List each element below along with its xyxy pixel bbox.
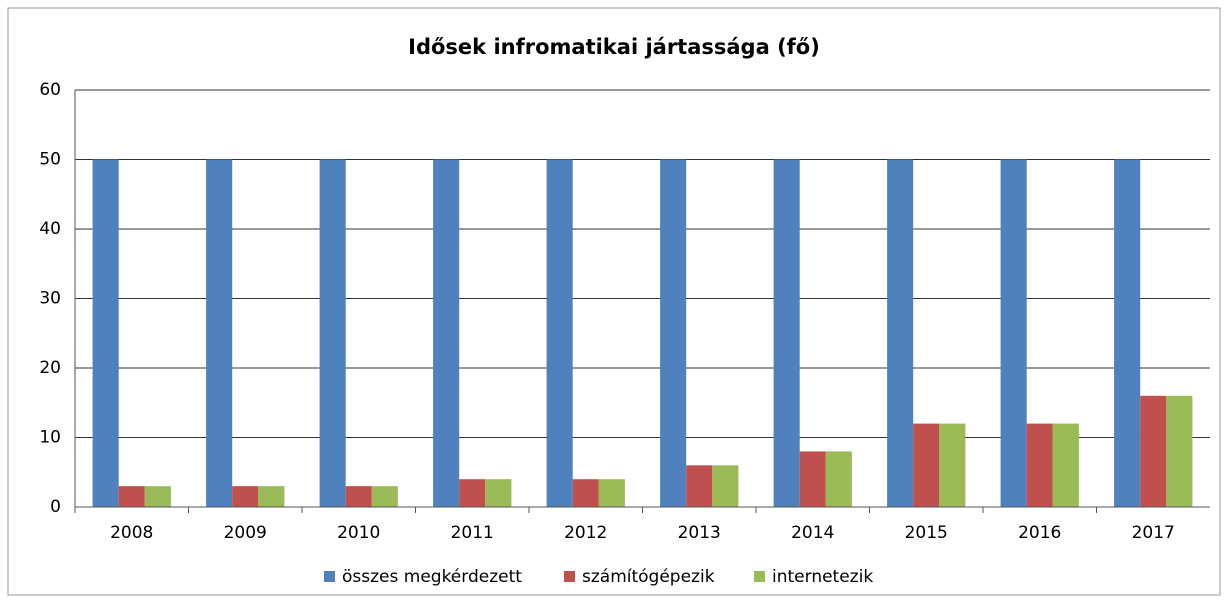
x-tick-label: 2009 — [224, 523, 267, 543]
bar — [598, 479, 625, 507]
y-tick-label: 50 — [39, 150, 61, 170]
bar — [1052, 423, 1079, 507]
bar — [887, 159, 914, 507]
bar — [939, 423, 966, 507]
bar — [546, 159, 573, 507]
x-tick-label: 2012 — [564, 523, 607, 543]
bar — [799, 451, 826, 507]
bar — [459, 479, 486, 507]
legend-swatch — [324, 571, 335, 582]
bar — [319, 159, 346, 507]
bar — [1026, 423, 1053, 507]
chart-title: Idősek infromatikai jártassága (fő) — [408, 35, 820, 59]
legend-swatch — [754, 571, 765, 582]
bar — [118, 486, 145, 507]
bar — [258, 486, 285, 507]
bar — [92, 159, 119, 507]
bar — [371, 486, 398, 507]
x-tick-label: 2015 — [905, 523, 948, 543]
x-tick-label: 2008 — [110, 523, 153, 543]
legend-swatch — [564, 571, 575, 582]
y-tick-label: 20 — [39, 358, 61, 378]
bar — [825, 451, 852, 507]
bar — [686, 465, 713, 507]
legend-label: internetezik — [772, 567, 873, 587]
bar — [433, 159, 460, 507]
bar — [206, 159, 233, 507]
y-tick-label: 40 — [39, 219, 61, 239]
bar — [345, 486, 372, 507]
bar — [913, 423, 940, 507]
bar — [144, 486, 171, 507]
bar — [485, 479, 512, 507]
bar — [232, 486, 259, 507]
bar — [1114, 159, 1141, 507]
bar — [712, 465, 739, 507]
y-tick-label: 0 — [50, 497, 61, 517]
bar — [572, 479, 599, 507]
bar — [660, 159, 687, 507]
bar — [1140, 395, 1167, 507]
x-tick-label: 2010 — [337, 523, 380, 543]
x-tick-label: 2016 — [1018, 523, 1061, 543]
x-tick-label: 2017 — [1132, 523, 1175, 543]
x-tick-label: 2011 — [451, 523, 494, 543]
x-tick-label: 2014 — [791, 523, 834, 543]
legend-label: összes megkérdezett — [342, 567, 522, 587]
y-tick-label: 60 — [39, 80, 61, 100]
y-tick-label: 10 — [39, 428, 61, 448]
bar — [773, 159, 800, 507]
bar — [1000, 159, 1027, 507]
x-tick-label: 2013 — [678, 523, 721, 543]
y-tick-label: 30 — [39, 289, 61, 309]
bar — [1166, 395, 1193, 507]
legend-label: számítógépezik — [582, 567, 715, 587]
